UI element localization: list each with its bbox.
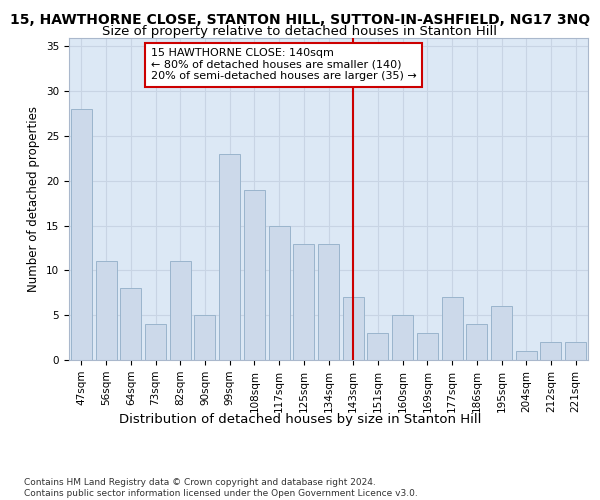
Y-axis label: Number of detached properties: Number of detached properties (28, 106, 40, 292)
Bar (293, 244, 314, 360)
Bar (71, 109, 92, 360)
Bar (565, 342, 586, 360)
Bar (541, 342, 562, 360)
Text: 15 HAWTHORNE CLOSE: 140sqm
← 80% of detached houses are smaller (140)
20% of sem: 15 HAWTHORNE CLOSE: 140sqm ← 80% of deta… (151, 48, 416, 82)
Bar (170, 262, 191, 360)
Bar (442, 298, 463, 360)
Text: 15, HAWTHORNE CLOSE, STANTON HILL, SUTTON-IN-ASHFIELD, NG17 3NQ: 15, HAWTHORNE CLOSE, STANTON HILL, SUTTO… (10, 12, 590, 26)
Text: Contains HM Land Registry data © Crown copyright and database right 2024.
Contai: Contains HM Land Registry data © Crown c… (24, 478, 418, 498)
Bar (516, 351, 537, 360)
Bar (417, 333, 438, 360)
Bar (491, 306, 512, 360)
Bar (244, 190, 265, 360)
Bar (318, 244, 339, 360)
Bar (219, 154, 240, 360)
Bar (145, 324, 166, 360)
Bar (392, 315, 413, 360)
Bar (95, 262, 116, 360)
Text: Distribution of detached houses by size in Stanton Hill: Distribution of detached houses by size … (119, 412, 481, 426)
Bar (466, 324, 487, 360)
Bar (343, 298, 364, 360)
Text: Size of property relative to detached houses in Stanton Hill: Size of property relative to detached ho… (103, 25, 497, 38)
Bar (194, 315, 215, 360)
Bar (120, 288, 141, 360)
Bar (269, 226, 290, 360)
Bar (367, 333, 388, 360)
